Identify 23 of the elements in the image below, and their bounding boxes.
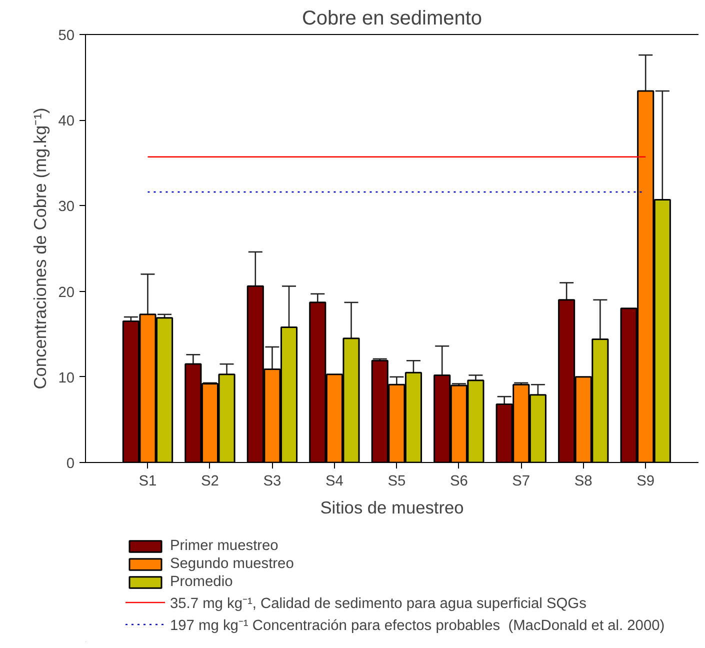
legend-label: Primer muestreo: [170, 538, 278, 554]
x-tick-label: S7: [512, 474, 530, 490]
y-axis-title: Concentraciones de Cobre (mg.kg⁻¹): [30, 108, 50, 390]
x-axis-title: Sitios de muestreo: [320, 498, 464, 518]
legend-label: 35.7 mg kg⁻¹, Calidad de sedimento para agua superficial SQGs: [170, 595, 586, 612]
x-tick-label: S1: [138, 474, 157, 490]
legend-label: Segundo muestreo: [170, 556, 294, 572]
x-tick-label: S3: [263, 474, 282, 490]
x-tick-label: S5: [388, 474, 406, 490]
x-tick-label: S9: [636, 474, 655, 490]
y-tick-label: 10: [58, 370, 75, 386]
y-tick-label: 20: [58, 284, 75, 301]
y-tick-label: 40: [58, 114, 75, 130]
y-tick-label: 0: [66, 456, 75, 472]
y-tick-label: 30: [58, 199, 75, 216]
y-tick-label: 50: [58, 28, 75, 44]
legend-label: 197 mg kg⁻¹ Concentración para efectos probables (MacDonald et al. 2000): [170, 617, 665, 634]
chart-title: Cobre en sedimento: [302, 8, 482, 30]
x-tick-label: S4: [325, 474, 344, 490]
x-tick-label: S2: [201, 474, 219, 490]
x-tick-label: S6: [450, 474, 468, 490]
x-tick-label: S8: [574, 474, 592, 490]
legend-label: Promedio: [170, 574, 233, 590]
